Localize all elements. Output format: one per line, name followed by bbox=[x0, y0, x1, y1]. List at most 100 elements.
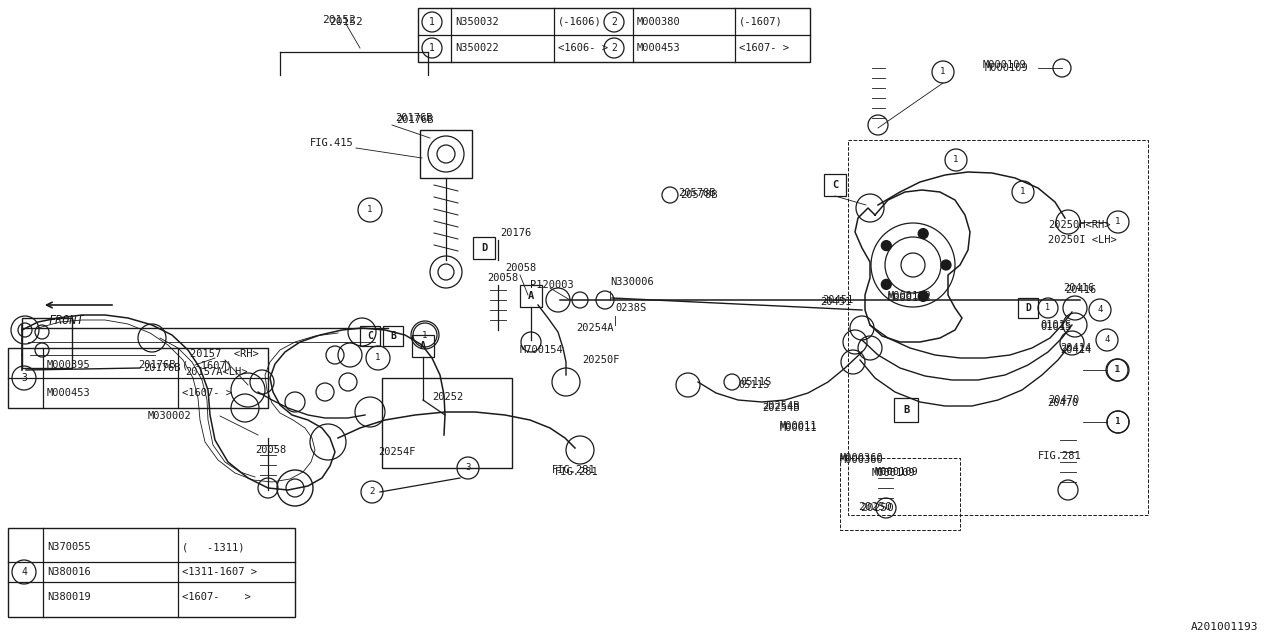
Text: 20152: 20152 bbox=[323, 15, 356, 25]
Text: 20176B: 20176B bbox=[396, 115, 434, 125]
Text: FIG.281: FIG.281 bbox=[1038, 451, 1082, 461]
Text: 1: 1 bbox=[1115, 417, 1121, 426]
Text: 2: 2 bbox=[611, 17, 617, 27]
Text: D: D bbox=[481, 243, 488, 253]
Text: 20414: 20414 bbox=[1060, 343, 1092, 353]
Text: N330006: N330006 bbox=[611, 277, 654, 287]
Bar bbox=[520, 285, 541, 307]
Text: 20416: 20416 bbox=[1065, 285, 1096, 295]
Text: 20252: 20252 bbox=[433, 392, 463, 402]
Text: 20176: 20176 bbox=[500, 228, 531, 238]
Bar bbox=[383, 326, 403, 346]
Text: 20254B: 20254B bbox=[762, 403, 800, 413]
Text: (   -1311): ( -1311) bbox=[182, 542, 244, 552]
Text: 20058: 20058 bbox=[506, 263, 536, 273]
Text: 3: 3 bbox=[20, 373, 27, 383]
Text: M000380: M000380 bbox=[637, 17, 681, 27]
Text: 20578B: 20578B bbox=[680, 190, 718, 200]
Text: <1607- >: <1607- > bbox=[182, 388, 232, 398]
Text: 2: 2 bbox=[370, 488, 375, 497]
Bar bbox=[22, 318, 72, 368]
Text: FIG.281: FIG.281 bbox=[552, 465, 595, 475]
Circle shape bbox=[941, 260, 951, 270]
Text: N380016: N380016 bbox=[47, 567, 91, 577]
Text: 0101S: 0101S bbox=[1039, 320, 1071, 330]
Text: A: A bbox=[420, 341, 426, 351]
Text: 20176B: 20176B bbox=[143, 363, 180, 373]
Circle shape bbox=[918, 228, 928, 239]
Text: M000109: M000109 bbox=[876, 467, 919, 477]
Text: 20470: 20470 bbox=[1047, 398, 1078, 408]
Text: M000109: M000109 bbox=[986, 63, 1029, 73]
Text: 0511S: 0511S bbox=[739, 380, 769, 390]
Text: D: D bbox=[1025, 303, 1030, 313]
Bar bbox=[419, 8, 810, 62]
Bar bbox=[8, 528, 294, 617]
Text: P120003: P120003 bbox=[530, 280, 573, 290]
Text: <1607-    >: <1607- > bbox=[182, 592, 251, 602]
Text: 1: 1 bbox=[1115, 417, 1121, 426]
Text: 20414: 20414 bbox=[1060, 345, 1092, 355]
Text: 20157  <RH>: 20157 <RH> bbox=[189, 349, 259, 359]
Text: M030002: M030002 bbox=[148, 411, 192, 421]
Text: A201001193: A201001193 bbox=[1190, 622, 1258, 632]
Text: <1607- >: <1607- > bbox=[739, 43, 788, 53]
Text: N350032: N350032 bbox=[454, 17, 499, 27]
Text: FRONT: FRONT bbox=[49, 314, 83, 326]
Text: 1: 1 bbox=[375, 353, 380, 362]
Text: 1: 1 bbox=[429, 17, 435, 27]
Bar bbox=[893, 398, 918, 422]
Circle shape bbox=[882, 241, 891, 251]
Text: M000360: M000360 bbox=[840, 453, 883, 463]
Text: M00011: M00011 bbox=[780, 421, 818, 431]
Text: 2: 2 bbox=[611, 43, 617, 53]
Text: 20058: 20058 bbox=[486, 273, 518, 283]
Text: 1: 1 bbox=[954, 156, 959, 164]
Bar bbox=[8, 348, 268, 408]
Bar bbox=[474, 237, 495, 259]
Text: 20176B: 20176B bbox=[396, 113, 433, 123]
Bar bbox=[1018, 298, 1038, 318]
Text: N350022: N350022 bbox=[454, 43, 499, 53]
Text: 1: 1 bbox=[1020, 188, 1025, 196]
Text: 20250I <LH>: 20250I <LH> bbox=[1048, 235, 1116, 245]
Text: M000395: M000395 bbox=[47, 360, 91, 370]
Text: M000453: M000453 bbox=[47, 388, 91, 398]
Text: 0238S: 0238S bbox=[614, 303, 646, 313]
Text: C: C bbox=[832, 180, 838, 190]
Text: N370055: N370055 bbox=[47, 542, 91, 552]
Text: 1: 1 bbox=[1115, 365, 1120, 374]
Text: FIG.415: FIG.415 bbox=[310, 138, 353, 148]
Text: 20578B: 20578B bbox=[678, 188, 716, 198]
Text: C: C bbox=[367, 331, 372, 341]
Text: 20451: 20451 bbox=[820, 297, 851, 307]
Text: A: A bbox=[527, 291, 534, 301]
Text: 20451: 20451 bbox=[822, 295, 854, 305]
Text: N380019: N380019 bbox=[47, 592, 91, 602]
Text: 1: 1 bbox=[1046, 303, 1051, 312]
Text: M000453: M000453 bbox=[637, 43, 681, 53]
Text: 0101S: 0101S bbox=[1039, 322, 1071, 332]
Text: 20250F: 20250F bbox=[582, 355, 620, 365]
Text: 1: 1 bbox=[429, 43, 435, 53]
Text: 1: 1 bbox=[367, 205, 372, 214]
Text: 20254F: 20254F bbox=[378, 447, 416, 457]
Text: FIG.281: FIG.281 bbox=[556, 467, 599, 477]
Text: (-1607): (-1607) bbox=[739, 17, 783, 27]
Text: 3: 3 bbox=[466, 463, 471, 472]
Text: 1: 1 bbox=[941, 67, 946, 77]
Text: 4: 4 bbox=[1097, 305, 1102, 314]
Text: 20152: 20152 bbox=[329, 17, 362, 27]
Circle shape bbox=[918, 291, 928, 301]
Text: ( -1607): ( -1607) bbox=[182, 360, 232, 370]
Text: 20254A: 20254A bbox=[576, 323, 613, 333]
Text: (-1606): (-1606) bbox=[558, 17, 602, 27]
Text: 20250H<RH>: 20250H<RH> bbox=[1048, 220, 1111, 230]
Bar bbox=[381, 378, 512, 468]
Bar bbox=[360, 326, 380, 346]
Text: M00011: M00011 bbox=[780, 423, 818, 433]
Text: 20157A<LH>: 20157A<LH> bbox=[186, 367, 247, 377]
Text: 1: 1 bbox=[1115, 365, 1121, 374]
Text: <1311-1607 >: <1311-1607 > bbox=[182, 567, 257, 577]
Text: M000182: M000182 bbox=[888, 291, 932, 301]
